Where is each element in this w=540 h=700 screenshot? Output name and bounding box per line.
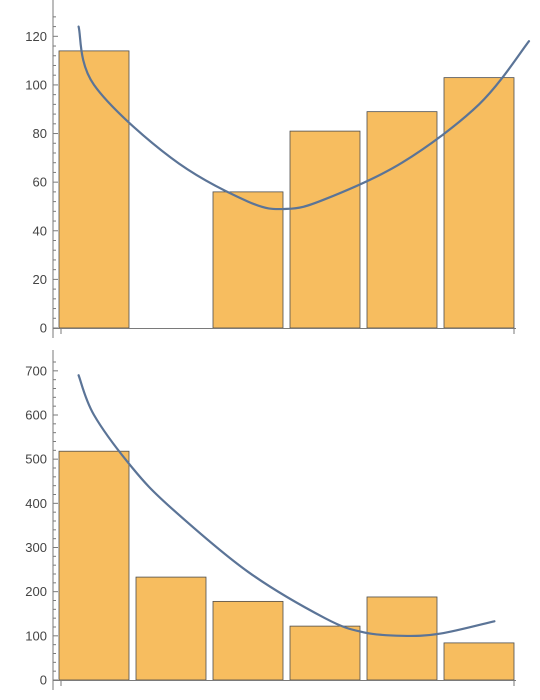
bottom-y-tick-label: 700: [25, 363, 47, 378]
top-y-tick-label: 60: [33, 175, 47, 190]
bottom-y-tick-label: 200: [25, 584, 47, 599]
bottom-bar-chart: 0 100 200 300 400 500 600 700: [25, 350, 516, 690]
top-y-tick-label: 120: [25, 29, 47, 44]
top-y-tick-label: 40: [33, 223, 47, 238]
bottom-bar-1: [58, 450, 130, 681]
bottom-y-tick-label: 300: [25, 540, 47, 555]
top-bar-1: [58, 50, 130, 329]
bottom-bar-2: [135, 576, 207, 681]
top-bar-chart: 0 20 40 60 80 100 120: [25, 0, 531, 338]
top-bar-4: [289, 130, 361, 329]
bottom-bar-5: [366, 596, 438, 681]
bottom-bar-3: [212, 600, 284, 681]
bottom-y-tick-label: 100: [25, 628, 47, 643]
bottom-y-tick-label: 400: [25, 496, 47, 511]
bottom-y-tick-label: 600: [25, 408, 47, 423]
top-bar-3: [212, 191, 284, 329]
top-y-tick-label: 0: [40, 321, 47, 336]
bottom-y-tick-label: 0: [40, 673, 47, 688]
top-y-tick-label: 80: [33, 126, 47, 141]
top-y-tick-label: 20: [33, 272, 47, 287]
top-fit-curve: [77, 25, 531, 211]
bottom-y-tick-label: 500: [25, 452, 47, 467]
top-bar-5: [366, 111, 438, 329]
bottom-bar-6: [443, 642, 515, 681]
top-y-tick-label: 100: [25, 77, 47, 92]
bottom-fit-curve: [77, 374, 496, 638]
bottom-bar-4: [289, 625, 361, 681]
top-bar-6: [443, 77, 515, 329]
